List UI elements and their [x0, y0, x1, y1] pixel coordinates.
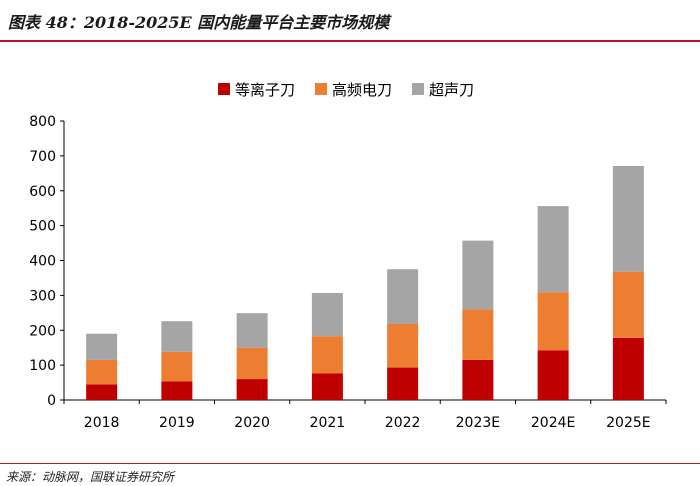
x-tick-label: 2025E: [606, 415, 650, 431]
bar-segment-ultrasonic-2024E: [537, 206, 569, 293]
y-tick-label: 500: [29, 219, 56, 235]
legend: 等离子刀 高频电刀 超声刀: [218, 81, 474, 99]
bar-segment-ultrasonic-2020: [236, 313, 268, 348]
figure-title: 图表 48：2018-2025E 国内能量平台主要市场规模: [8, 13, 390, 32]
legend-label-ultrasonic: 超声刀: [429, 81, 474, 99]
x-tick-label: 2021: [310, 415, 346, 431]
y-tick-label: 200: [29, 323, 56, 339]
x-tick-label: 2024E: [531, 415, 575, 431]
bar-segment-ultrasonic-2022: [387, 269, 419, 324]
bar-segment-hf-2020: [236, 347, 268, 380]
y-tick-label: 800: [29, 114, 56, 130]
x-tick-label: 2019: [159, 415, 195, 431]
bar-segment-ultrasonic-2021: [311, 292, 343, 337]
legend-swatch-plasma: [218, 83, 230, 95]
title-rule: [0, 40, 700, 42]
bar-segment-ultrasonic-2018: [86, 333, 118, 360]
bar-segment-ultrasonic-2019: [161, 321, 193, 352]
y-tick-label: 100: [29, 358, 56, 374]
source-rule: [0, 463, 700, 464]
bar-segment-hf-2025E: [612, 271, 644, 338]
legend-label-plasma: 等离子刀: [235, 81, 295, 99]
bar-segment-ultrasonic-2023E: [462, 240, 494, 310]
bar-segment-plasma-2020: [236, 379, 268, 400]
y-tick-label: 700: [29, 149, 56, 165]
bar-segment-plasma-2018: [86, 384, 118, 400]
y-tick-label: 400: [29, 254, 56, 270]
bar-segment-hf-2022: [387, 323, 419, 368]
x-tick-label: 2022: [385, 415, 421, 431]
axes: 0 100 200 300 400 500 600 700 800 2018 2019 2020 202…: [29, 114, 667, 431]
bar-segment-hf-2018: [86, 359, 118, 385]
bar-segment-plasma-2024E: [537, 350, 569, 400]
y-tick-label: 300: [29, 288, 56, 304]
bar-segment-plasma-2021: [311, 373, 343, 400]
legend-swatch-ultrasonic: [412, 83, 424, 95]
bar-segment-ultrasonic-2025E: [612, 165, 644, 272]
y-tick-label: 0: [47, 393, 56, 409]
bars: [86, 165, 644, 400]
source-note: 来源：动脉网，国联证券研究所: [6, 470, 175, 484]
bar-segment-hf-2019: [161, 351, 193, 382]
bar-segment-plasma-2019: [161, 381, 193, 400]
x-tick-label: 2020: [234, 415, 270, 431]
bar-segment-plasma-2025E: [612, 337, 644, 400]
bar-segment-hf-2023E: [462, 309, 494, 360]
legend-swatch-hf: [315, 83, 327, 95]
legend-label-hf: 高频电刀: [332, 81, 392, 99]
bar-segment-hf-2021: [311, 336, 343, 374]
bar-segment-plasma-2023E: [462, 359, 494, 400]
bar-segment-hf-2024E: [537, 292, 569, 351]
y-tick-label: 600: [29, 184, 56, 200]
x-tick-label: 2018: [84, 415, 120, 431]
bar-segment-plasma-2022: [387, 367, 419, 400]
x-tick-label: 2023E: [456, 415, 500, 431]
